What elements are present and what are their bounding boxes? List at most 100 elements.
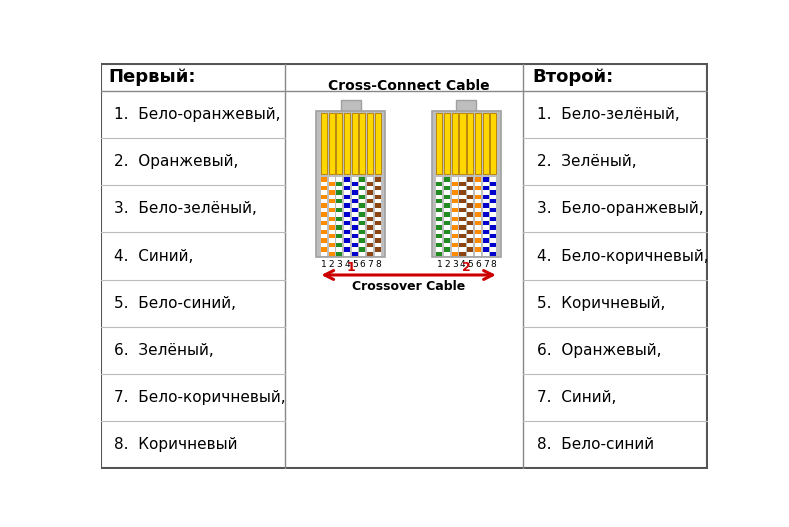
Bar bbox=[352, 243, 357, 247]
Bar bbox=[321, 234, 327, 238]
Bar bbox=[375, 251, 381, 256]
Text: 2: 2 bbox=[329, 260, 335, 269]
Bar bbox=[467, 234, 473, 238]
Bar bbox=[321, 217, 327, 221]
Bar bbox=[328, 251, 335, 256]
Bar bbox=[444, 243, 451, 247]
Bar bbox=[444, 234, 451, 238]
Text: 6: 6 bbox=[475, 260, 481, 269]
Bar bbox=[459, 113, 466, 174]
Bar bbox=[375, 199, 381, 203]
Bar bbox=[475, 217, 481, 221]
Bar bbox=[452, 243, 458, 247]
Bar bbox=[344, 217, 350, 221]
Bar bbox=[483, 251, 488, 256]
Bar bbox=[375, 217, 381, 221]
Bar bbox=[359, 234, 365, 238]
Text: 4.  Синий,: 4. Синий, bbox=[114, 249, 194, 264]
Bar bbox=[336, 217, 342, 221]
Bar bbox=[475, 199, 481, 203]
Text: 5: 5 bbox=[467, 260, 473, 269]
Bar bbox=[467, 177, 473, 256]
Bar bbox=[475, 208, 481, 212]
Bar bbox=[375, 190, 381, 194]
Text: 7: 7 bbox=[483, 260, 488, 269]
Text: 5.  Коричневый,: 5. Коричневый, bbox=[537, 296, 666, 311]
Bar bbox=[375, 243, 381, 247]
Bar bbox=[475, 190, 481, 194]
Bar bbox=[436, 113, 443, 174]
Bar bbox=[352, 234, 357, 238]
Bar bbox=[367, 113, 373, 174]
Text: 8: 8 bbox=[491, 260, 496, 269]
Bar bbox=[483, 177, 488, 256]
Bar bbox=[344, 234, 350, 238]
Text: 1.  Бело-зелёный,: 1. Бело-зелёный, bbox=[537, 107, 680, 122]
Text: 4: 4 bbox=[460, 260, 466, 269]
Bar bbox=[359, 208, 365, 212]
Bar bbox=[367, 208, 373, 212]
Text: 3: 3 bbox=[336, 260, 342, 269]
Bar bbox=[359, 113, 365, 174]
Bar bbox=[483, 243, 488, 247]
Bar bbox=[490, 234, 496, 238]
Bar bbox=[467, 190, 473, 194]
Text: 3.  Бело-зелёный,: 3. Бело-зелёный, bbox=[114, 201, 257, 217]
Bar bbox=[490, 251, 496, 256]
Bar bbox=[375, 208, 381, 212]
Bar bbox=[336, 226, 342, 230]
Bar bbox=[344, 251, 350, 256]
Bar bbox=[452, 226, 458, 230]
Bar bbox=[321, 208, 327, 212]
Bar bbox=[452, 217, 458, 221]
Bar bbox=[452, 234, 458, 238]
Bar bbox=[336, 251, 342, 256]
Bar bbox=[336, 182, 342, 186]
Bar bbox=[375, 177, 381, 256]
Bar bbox=[321, 190, 327, 194]
Bar bbox=[344, 190, 350, 194]
Text: Cross-Connect Cable: Cross-Connect Cable bbox=[327, 79, 489, 93]
Bar bbox=[475, 182, 481, 186]
Bar bbox=[367, 243, 373, 247]
Text: 6: 6 bbox=[360, 260, 365, 269]
Bar bbox=[352, 217, 357, 221]
Text: 4.  Бело-коричневый,: 4. Бело-коричневый, bbox=[537, 249, 709, 264]
Bar bbox=[359, 243, 365, 247]
Text: 5.  Бело-синий,: 5. Бело-синий, bbox=[114, 296, 237, 311]
Bar bbox=[475, 243, 481, 247]
Text: 3: 3 bbox=[452, 260, 458, 269]
Bar bbox=[459, 234, 466, 238]
Bar bbox=[452, 182, 458, 186]
Bar bbox=[467, 208, 473, 212]
Bar bbox=[456, 100, 477, 111]
Bar bbox=[328, 190, 335, 194]
Bar bbox=[344, 208, 350, 212]
Bar bbox=[336, 177, 342, 256]
Bar bbox=[344, 243, 350, 247]
Bar bbox=[483, 182, 488, 186]
Bar bbox=[475, 226, 481, 230]
Bar bbox=[436, 208, 443, 212]
Bar bbox=[452, 113, 458, 174]
Bar bbox=[352, 182, 357, 186]
Bar bbox=[352, 208, 357, 212]
Bar bbox=[432, 111, 501, 257]
Bar bbox=[475, 234, 481, 238]
Bar bbox=[436, 199, 443, 203]
Bar bbox=[321, 243, 327, 247]
Bar bbox=[467, 113, 473, 174]
Text: 2: 2 bbox=[462, 261, 471, 274]
Text: 3.  Бело-оранжевый,: 3. Бело-оранжевый, bbox=[537, 201, 704, 217]
Bar bbox=[367, 177, 373, 256]
Bar bbox=[475, 113, 481, 174]
Bar bbox=[490, 182, 496, 186]
Bar bbox=[344, 113, 350, 174]
Bar bbox=[336, 190, 342, 194]
Bar bbox=[436, 234, 443, 238]
Bar bbox=[344, 182, 350, 186]
Bar bbox=[452, 208, 458, 212]
Bar bbox=[352, 177, 357, 256]
Bar bbox=[483, 217, 488, 221]
Text: 2.  Оранжевый,: 2. Оранжевый, bbox=[114, 154, 239, 169]
